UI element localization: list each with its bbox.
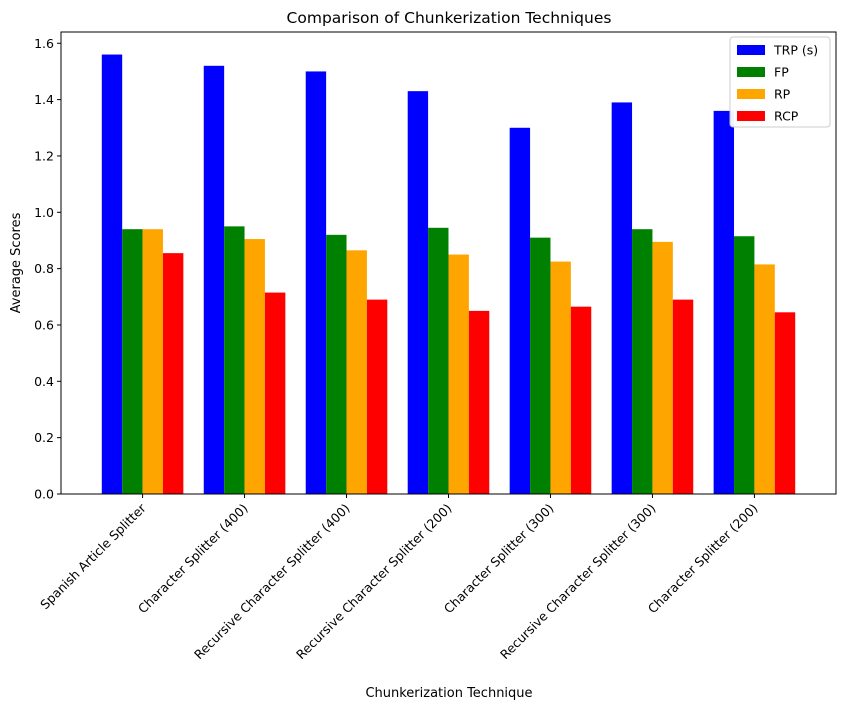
y-tick-label: 0.4 <box>34 374 54 389</box>
bar-trp-s-3 <box>407 91 429 494</box>
legend-box <box>729 36 831 128</box>
bar-rp-6 <box>754 264 775 494</box>
y-tick-label: 0.2 <box>34 430 54 445</box>
bar-rp-2 <box>346 250 367 494</box>
bar-trp-s-4 <box>509 127 531 494</box>
y-tick-label: 1.6 <box>34 36 54 51</box>
y-tick-label: 0.6 <box>34 317 54 332</box>
bar-rcp-3 <box>468 310 490 494</box>
y-axis-label: Average Scores <box>9 212 24 313</box>
legend-swatch <box>737 45 765 55</box>
y-tick-label: 1.0 <box>34 205 54 220</box>
bar-rcp-2 <box>366 299 388 494</box>
bar-trp-s-6 <box>713 110 735 494</box>
x-axis-label: Chunkerization Technique <box>365 686 532 701</box>
legend-label: RCP <box>774 109 799 124</box>
bar-rcp-6 <box>774 312 796 494</box>
bar-rp-5 <box>652 241 673 494</box>
chart-title: Comparison of Chunkerization Techniques <box>287 9 612 27</box>
bar-rp-1 <box>244 239 265 494</box>
bars-layer <box>101 54 796 495</box>
bar-fp-4 <box>530 237 551 494</box>
bar-fp-0 <box>122 229 143 494</box>
bar-trp-s-0 <box>101 54 123 494</box>
legend-label: FP <box>774 65 789 80</box>
legend-label: RP <box>774 87 791 102</box>
y-tick-label: 1.2 <box>34 148 54 163</box>
y-axis: 0.0 0.2 0.4 0.6 0.8 1.0 1.2 1.4 1.6 <box>34 36 61 502</box>
bar-rcp-5 <box>672 299 694 494</box>
bar-rcp-1 <box>264 292 286 494</box>
bar-rcp-4 <box>570 306 592 494</box>
bar-fp-5 <box>632 229 653 494</box>
legend-label: TRP (s) <box>773 43 818 58</box>
bar-rcp-0 <box>162 253 184 494</box>
bar-fp-6 <box>734 236 755 495</box>
legend: TRP (s) FP RP RCP <box>729 36 831 128</box>
y-tick-label: 1.4 <box>34 92 54 107</box>
bar-trp-s-2 <box>305 71 327 494</box>
bar-rp-0 <box>142 229 163 494</box>
legend-swatch <box>737 67 765 77</box>
bar-trp-s-5 <box>611 102 633 495</box>
legend-swatch <box>737 111 765 121</box>
legend-swatch <box>737 89 765 99</box>
y-tick-label: 0.8 <box>34 261 54 276</box>
bar-rp-3 <box>448 254 469 494</box>
bar-fp-3 <box>428 227 449 495</box>
bar-trp-s-1 <box>203 65 225 495</box>
bar-fp-1 <box>224 226 245 494</box>
bar-rp-4 <box>550 261 571 494</box>
y-tick-label: 0.0 <box>34 487 54 502</box>
bar-fp-2 <box>326 234 347 494</box>
